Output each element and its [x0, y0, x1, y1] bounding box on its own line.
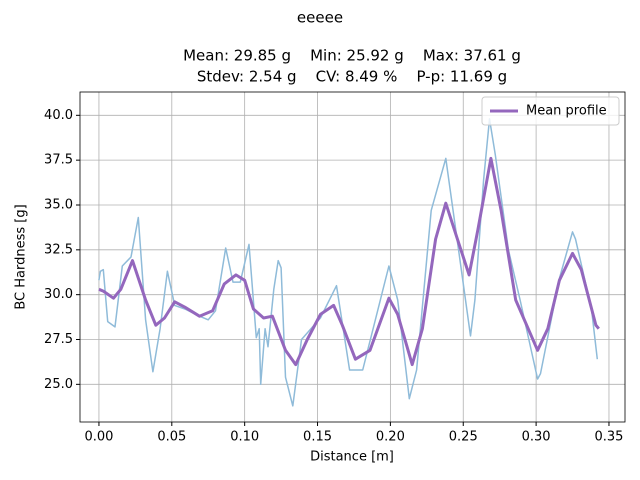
y-tick-label: 37.5: [44, 153, 73, 168]
x-tick-label: 0.10: [230, 430, 259, 445]
y-tick-label: 27.5: [44, 332, 73, 347]
line: [98, 118, 599, 407]
chart-subtitle: Mean: 29.85 g Min: 25.92 g Max: 37.61 g: [183, 47, 521, 65]
x-tick-label: 0.20: [376, 430, 405, 445]
legend-box: [481, 96, 620, 126]
y-axis-label: BC Hardness [g]: [14, 204, 29, 309]
y-tick-label: 40.0: [44, 108, 73, 123]
x-tick-label: 0.15: [303, 430, 332, 445]
x-tick-label: 0.00: [84, 430, 113, 445]
x-axis-label: Distance [m]: [310, 450, 394, 465]
legend-label: Mean profile: [526, 104, 607, 119]
chart-title: eeeee: [297, 9, 343, 27]
x-tick-label: 0.05: [157, 430, 186, 445]
y-tick-label: 32.5: [44, 242, 73, 257]
y-tick-label: 35.0: [44, 197, 73, 212]
x-tick-label: 0.35: [594, 430, 623, 445]
y-tick-label: 30.0: [44, 287, 73, 302]
line: [98, 156, 600, 367]
axes-frame: [79, 91, 626, 423]
y-tick-label: 25.0: [44, 377, 73, 392]
x-tick-label: 0.25: [449, 430, 478, 445]
chart-subtitle: Stdev: 2.54 g CV: 8.49 % P-p: 11.69 g: [197, 68, 507, 86]
x-tick-label: 0.30: [522, 430, 551, 445]
